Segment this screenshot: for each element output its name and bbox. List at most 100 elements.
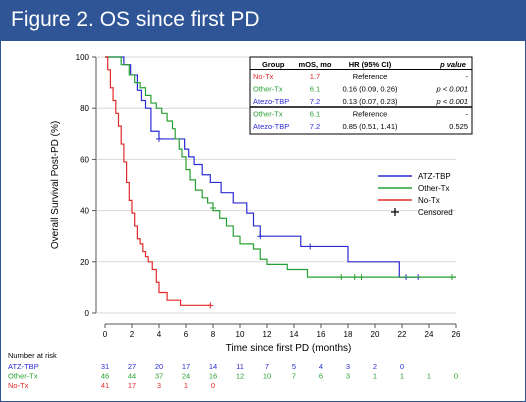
x-tick-label: 20: [371, 330, 380, 339]
x-tick-label: 18: [344, 330, 353, 339]
y-tick-label: 20: [80, 258, 89, 267]
table-cell-p: p < 0.001: [436, 97, 469, 106]
y-tick-label: 40: [80, 207, 89, 216]
table-cell-mos: 7.2: [310, 122, 320, 131]
table-header: p value: [439, 60, 466, 69]
risk-value: 27: [128, 362, 136, 371]
x-tick-label: 2: [130, 330, 135, 339]
risk-value: 6: [319, 372, 323, 381]
censor-mark: [351, 274, 358, 281]
risk-value: 0: [454, 372, 458, 381]
table-cell-p: -: [466, 72, 469, 81]
y-tick-label: 0: [85, 309, 90, 318]
censor-mark: [358, 274, 365, 281]
risk-value: 5: [292, 362, 296, 371]
legend-label: Censored: [418, 208, 453, 217]
x-tick-label: 26: [452, 330, 461, 339]
risk-value: 1: [400, 372, 404, 381]
x-tick-label: 6: [184, 330, 189, 339]
x-tick-label: 14: [290, 330, 299, 339]
risk-value: 16: [209, 372, 217, 381]
table-cell-mos: 1.7: [310, 72, 320, 81]
censor-mark: [207, 302, 214, 309]
risk-value: 20: [155, 362, 163, 371]
table-header: Group: [262, 60, 285, 69]
censor-mark: [448, 274, 455, 281]
risk-value: 11: [236, 362, 244, 371]
table-cell-mos: 7.2: [310, 97, 320, 106]
y-tick-label: 100: [76, 53, 90, 62]
table-cell-mos: 6.1: [310, 85, 320, 94]
table-cell-hr: 0.85 (0.51, 1.41): [342, 122, 398, 131]
risk-value: 14: [209, 362, 217, 371]
risk-value: 24: [182, 372, 190, 381]
censor-mark: [156, 135, 162, 142]
risk-value: 46: [101, 372, 109, 381]
table-cell-group: Other-Tx: [253, 85, 283, 94]
table-cell-group: Other-Tx: [253, 110, 283, 119]
table-cell-hr: Reference: [353, 72, 388, 81]
risk-value: 44: [128, 372, 136, 381]
table-header: mOS, mo: [299, 60, 332, 69]
risk-value: 41: [101, 381, 109, 390]
censor-mark: [307, 243, 314, 250]
x-tick-label: 10: [236, 330, 245, 339]
risk-value: 3: [346, 362, 350, 371]
table-header: HR (95% CI): [349, 60, 392, 69]
figure-title: Figure 2. OS since first PD: [11, 8, 260, 31]
x-axis-label: Time since first PD (months): [226, 343, 352, 354]
table-cell-p: 0.525: [449, 122, 468, 131]
table-cell-hr: 0.13 (0.07, 0.23): [342, 97, 398, 106]
y-tick-label: 60: [80, 155, 89, 164]
risk-row-label: ATZ-TBP: [8, 362, 39, 371]
x-tick-label: 0: [103, 330, 108, 339]
x-tick-label: 22: [398, 330, 407, 339]
x-tick-label: 12: [263, 330, 272, 339]
risk-row-label: No-Tx: [8, 381, 29, 390]
y-tick-label: 80: [80, 104, 89, 113]
table-cell-p: p < 0.001: [436, 85, 469, 94]
risk-row-label: Other-Tx: [8, 372, 38, 381]
risk-title: Number at risk: [8, 351, 57, 360]
censor-mark: [257, 233, 264, 240]
risk-value: 0: [400, 362, 404, 371]
risk-value: 0: [211, 381, 215, 390]
table-cell-mos: 6.1: [310, 110, 320, 119]
risk-value: 4: [319, 362, 323, 371]
table-cell-group: Atezo-TBP: [253, 97, 289, 106]
risk-value: 1: [373, 372, 377, 381]
x-tick-label: 8: [211, 330, 216, 339]
risk-value: 3: [157, 381, 161, 390]
figure-header: Figure 2. OS since first PD: [1, 1, 525, 41]
risk-value: 1: [427, 372, 431, 381]
risk-value: 17: [182, 362, 190, 371]
x-tick-label: 16: [317, 330, 326, 339]
km-curve-no-tx: [105, 56, 211, 306]
table-cell-group: No-Tx: [253, 72, 274, 81]
risk-value: 2: [373, 362, 377, 371]
table-cell-hr: 0.16 (0.09, 0.26): [342, 85, 398, 94]
table-cell-p: -: [466, 110, 469, 119]
risk-value: 1: [184, 381, 188, 390]
risk-value: 3: [346, 372, 350, 381]
legend-label: No-Tx: [418, 196, 440, 205]
risk-value: 12: [236, 372, 244, 381]
table-cell-hr: Reference: [353, 110, 388, 119]
censor-mark: [210, 205, 216, 212]
risk-value: 10: [263, 372, 271, 381]
legend-label: ATZ-TBP: [418, 172, 451, 181]
y-axis-label: Overall Survival Post-PD (%): [50, 121, 61, 249]
risk-value: 31: [101, 362, 109, 371]
legend-swatch: [391, 208, 399, 216]
km-curve-other-tx: [105, 56, 456, 278]
risk-value: 17: [128, 381, 136, 390]
table-cell-group: Atezo-TBP: [253, 122, 289, 131]
censor-mark: [338, 274, 345, 281]
x-tick-label: 4: [157, 330, 162, 339]
risk-value: 37: [155, 372, 163, 381]
km-curve-atz-tbp: [105, 56, 416, 278]
risk-value: 7: [265, 362, 269, 371]
x-tick-label: 24: [425, 330, 434, 339]
risk-value: 7: [292, 372, 296, 381]
